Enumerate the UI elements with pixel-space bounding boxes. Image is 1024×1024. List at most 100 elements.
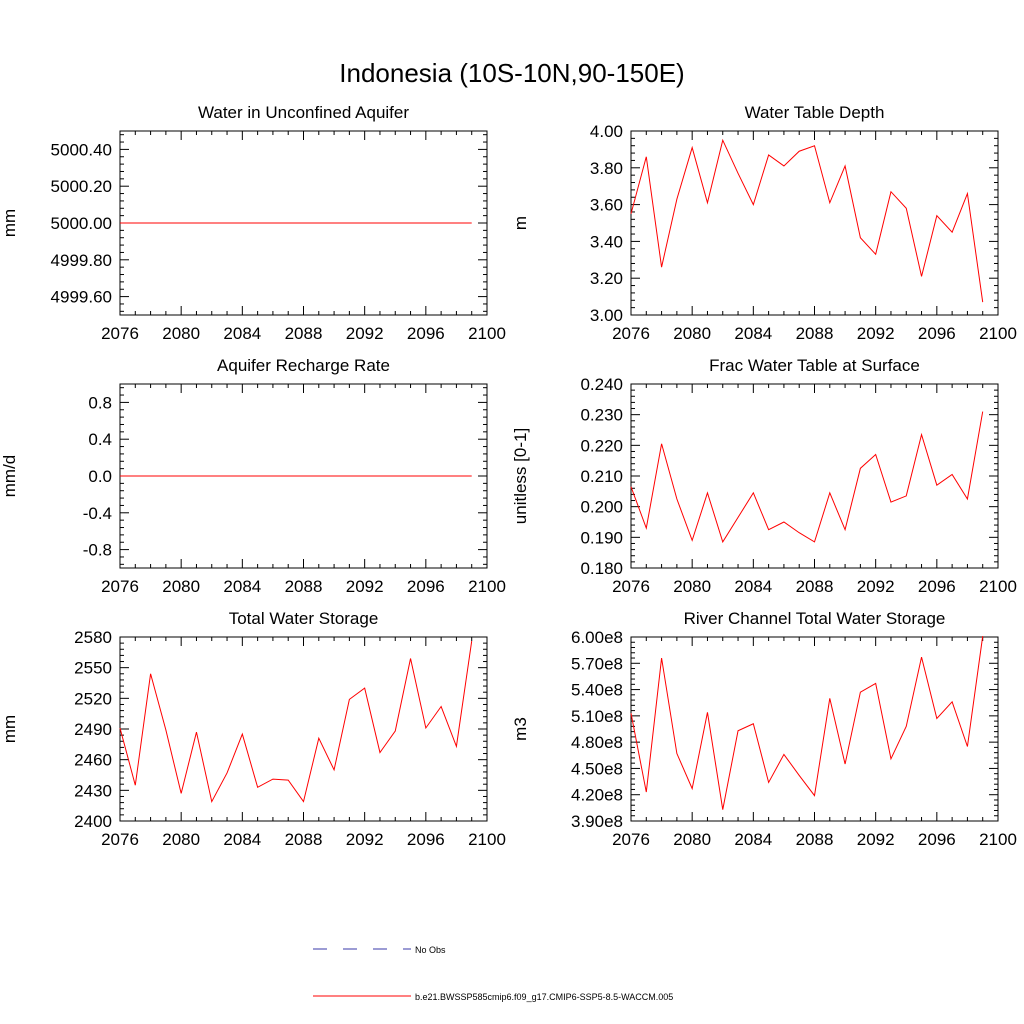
x-tick-label: 2100 (979, 830, 1017, 849)
panel-title: Water Table Depth (745, 103, 885, 122)
y-tick-label: 2400 (74, 812, 112, 831)
legend: No Obs b.e21.BWSSP585cmip6.f09_g17.CMIP6… (313, 945, 673, 1002)
panel-title: Frac Water Table at Surface (709, 356, 920, 375)
series-line (630, 138, 984, 303)
y-tick-label: 0.4 (88, 430, 112, 449)
y-tick-label: 6.00e8 (571, 628, 623, 647)
y-tick-label: 2580 (74, 628, 112, 647)
y-tick-label: 0.190 (580, 528, 623, 547)
y-tick-label: 5000.00 (51, 214, 112, 233)
x-tick-label: 2088 (796, 577, 834, 596)
y-axis-label: m3 (511, 717, 530, 741)
y-tick-label: 2520 (74, 689, 112, 708)
y-tick-label: 5000.40 (51, 140, 112, 159)
x-tick-label: 2080 (673, 324, 711, 343)
y-tick-label: 5.70e8 (571, 654, 623, 673)
x-tick-label: 2096 (407, 830, 445, 849)
y-tick-label: 4999.80 (51, 251, 112, 270)
y-tick-label: 0.240 (580, 375, 623, 394)
x-tick-label: 2088 (285, 830, 323, 849)
y-tick-label: 0.230 (580, 406, 623, 425)
plot-frame (119, 636, 488, 822)
panel-title: Total Water Storage (229, 609, 379, 628)
x-tick-label: 2084 (223, 324, 261, 343)
y-tick-label: 3.40 (590, 232, 623, 251)
x-tick-label: 2096 (407, 577, 445, 596)
x-tick-label: 2096 (918, 830, 956, 849)
obs-legend-label: No Obs (415, 945, 446, 955)
panel-title: Water in Unconfined Aquifer (198, 103, 409, 122)
x-tick-label: 2084 (734, 577, 772, 596)
x-tick-label: 2096 (918, 324, 956, 343)
y-tick-label: 4.00 (590, 122, 623, 141)
panel-2: Water Table Depth m 2076 2080 2084 2088 2092 20… (511, 103, 1017, 343)
x-tick-label: 2100 (468, 324, 506, 343)
panel-5: Total Water Storage mm 2076 2080 2084 2088 209… (0, 609, 506, 849)
panel-1: Water in Unconfined Aquifer mm 2076 2080 208… (0, 103, 506, 343)
y-axis-label: mm/d (0, 455, 19, 498)
y-tick-label: 2550 (74, 659, 112, 678)
x-tick-label: 2084 (734, 830, 772, 849)
figure-title: Indonesia (10S-10N,90-150E) (339, 58, 684, 88)
x-tick-label: 2076 (101, 324, 139, 343)
y-tick-label: 4.50e8 (571, 759, 623, 778)
y-tick-label: 0.200 (580, 498, 623, 517)
x-tick-label: 2080 (673, 577, 711, 596)
x-tick-label: 2080 (162, 830, 200, 849)
y-tick-label: 0.210 (580, 467, 623, 486)
y-tick-label: 0.220 (580, 436, 623, 455)
x-tick-label: 2084 (223, 830, 261, 849)
x-tick-label: 2076 (101, 577, 139, 596)
series-line (630, 411, 984, 544)
y-tick-label: 0.180 (580, 559, 623, 578)
x-tick-label: 2092 (346, 830, 384, 849)
y-axis-label: mm (0, 715, 19, 743)
x-tick-label: 2076 (612, 830, 650, 849)
x-tick-label: 2076 (612, 324, 650, 343)
x-tick-label: 2080 (162, 577, 200, 596)
y-axis-label: m (511, 216, 530, 230)
y-tick-label: -0.8 (83, 541, 112, 560)
x-tick-label: 2080 (673, 830, 711, 849)
x-tick-label: 2100 (979, 577, 1017, 596)
y-tick-label: 5.10e8 (571, 707, 623, 726)
y-tick-label: 3.80 (590, 159, 623, 178)
x-tick-label: 2100 (979, 324, 1017, 343)
model-legend-label: b.e21.BWSSP585cmip6.f09_g17.CMIP6-SSP5-8… (415, 992, 673, 1002)
x-tick-label: 2088 (796, 830, 834, 849)
y-tick-label: 3.00 (590, 306, 623, 325)
panel-4: Frac Water Table at Surface unitless [0-1… (511, 356, 1017, 596)
y-tick-label: 0.0 (88, 467, 112, 486)
y-tick-label: 4999.60 (51, 288, 112, 307)
y-tick-label: 3.90e8 (571, 812, 623, 831)
x-tick-label: 2096 (407, 324, 445, 343)
x-tick-label: 2092 (857, 577, 895, 596)
panel-title: River Channel Total Water Storage (684, 609, 946, 628)
panel-6: River Channel Total Water Storage m3 2076 2… (511, 609, 1017, 849)
x-tick-label: 2096 (918, 577, 956, 596)
x-tick-label: 2092 (346, 577, 384, 596)
y-tick-label: 3.20 (590, 269, 623, 288)
x-tick-label: 2088 (285, 324, 323, 343)
y-tick-label: 2430 (74, 781, 112, 800)
y-tick-label: 0.8 (88, 393, 112, 412)
x-tick-label: 2084 (734, 324, 772, 343)
x-tick-label: 2076 (612, 577, 650, 596)
x-tick-label: 2100 (468, 577, 506, 596)
x-tick-label: 2092 (857, 324, 895, 343)
y-tick-label: 5000.20 (51, 177, 112, 196)
x-tick-label: 2088 (796, 324, 834, 343)
y-tick-label: 3.60 (590, 196, 623, 215)
x-tick-label: 2076 (101, 830, 139, 849)
y-tick-label: 2490 (74, 720, 112, 739)
y-axis-label: unitless [0-1] (511, 428, 530, 524)
x-tick-label: 2092 (346, 324, 384, 343)
panel-3: Aquifer Recharge Rate mm/d 2076 2080 2084 208… (0, 356, 506, 596)
y-tick-label: 4.20e8 (571, 786, 623, 805)
x-tick-label: 2100 (468, 830, 506, 849)
x-tick-label: 2092 (857, 830, 895, 849)
x-tick-label: 2084 (223, 577, 261, 596)
panels-group: Water in Unconfined Aquifer mm 2076 2080 208… (0, 103, 1017, 849)
y-tick-label: -0.4 (83, 504, 112, 523)
